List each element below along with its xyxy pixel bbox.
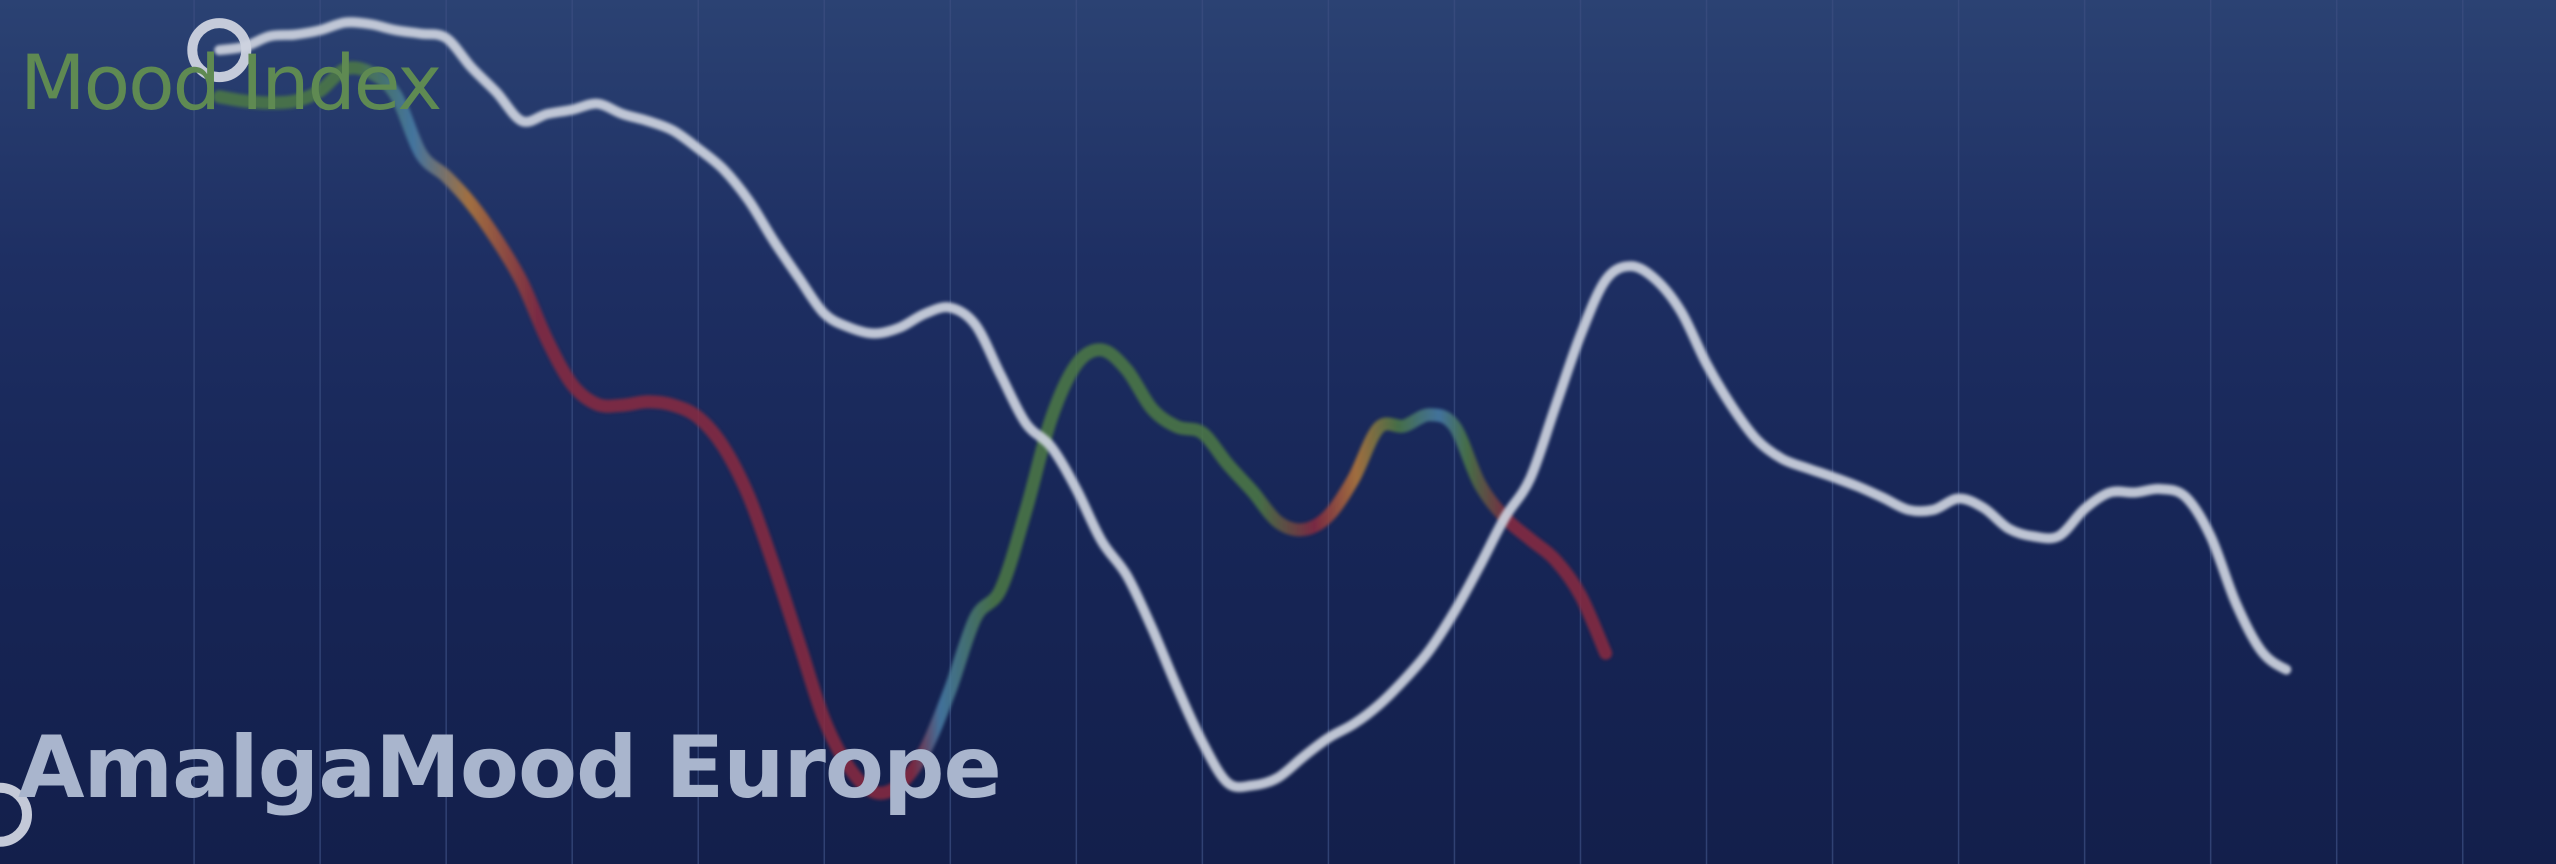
mood-series-line (212, 61, 1613, 800)
brand-title: AmalgaMood Europe (18, 718, 1002, 818)
chart-gridlines (193, 0, 2464, 864)
chart-series (212, 17, 2292, 800)
chart-markers (0, 18, 252, 847)
series-end-marker (0, 782, 32, 847)
series-start-marker (187, 18, 252, 83)
chart-title: Mood Index (20, 38, 442, 127)
reference-series-line (214, 17, 2292, 793)
